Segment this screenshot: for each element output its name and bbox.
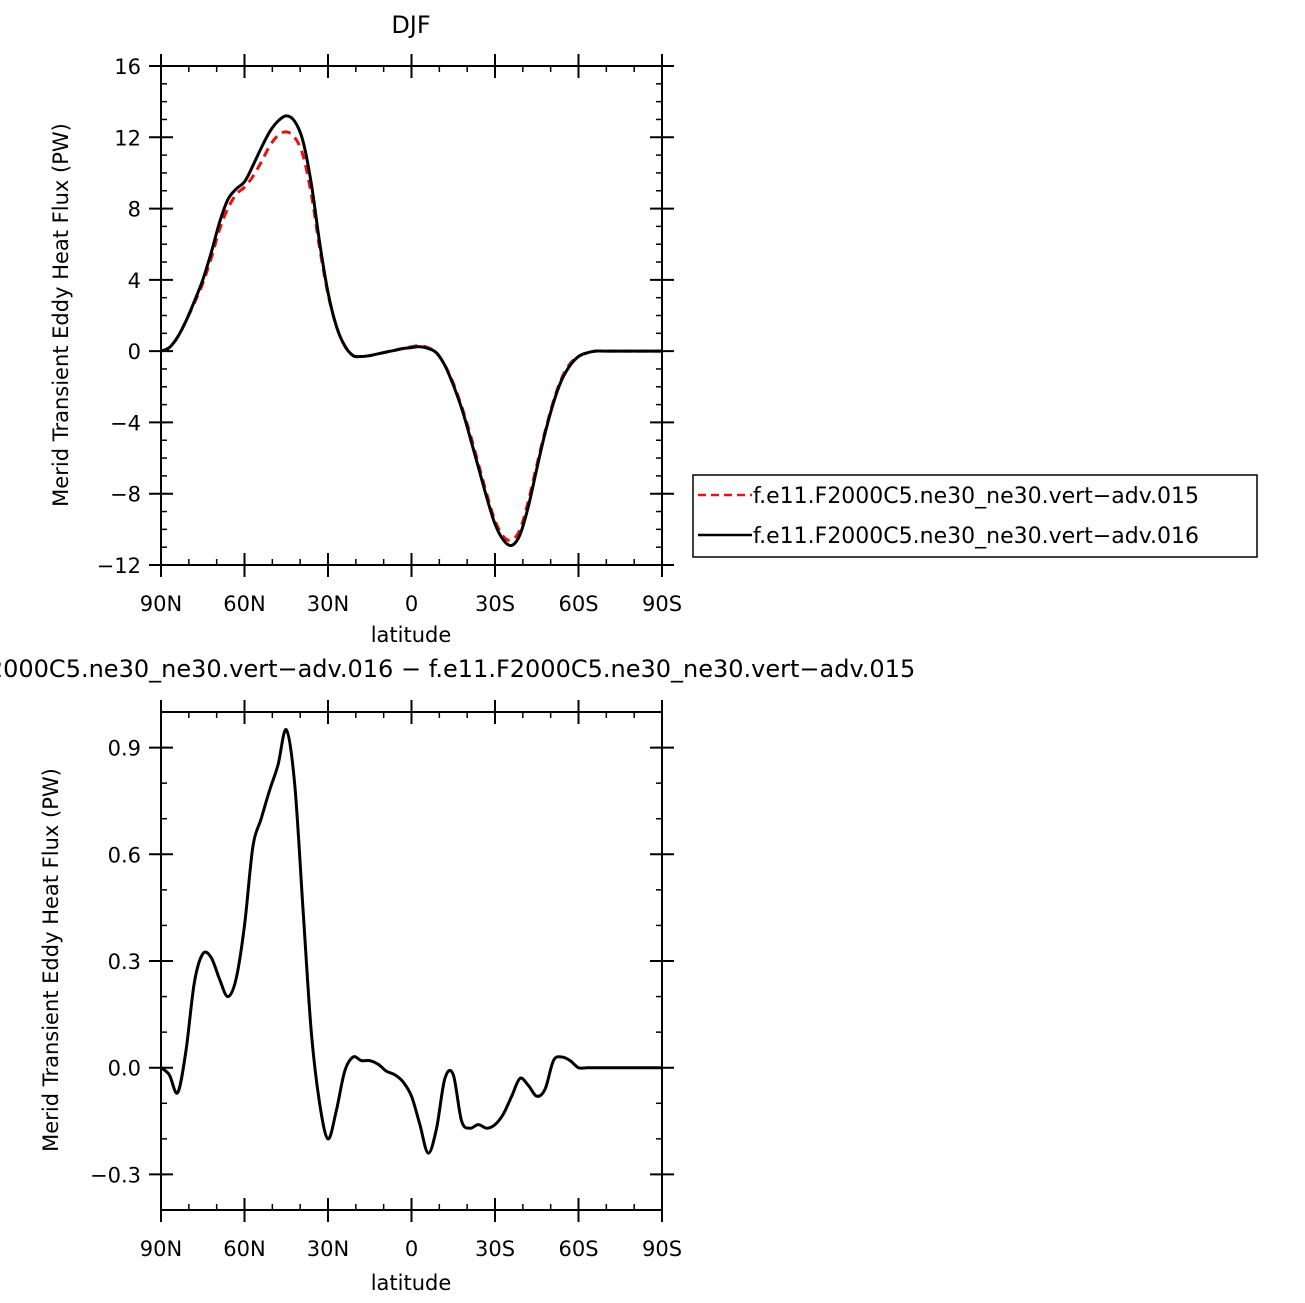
series-line-1: [160, 114, 662, 548]
bottom-panel: f.e11.F2000C5.ne30_ne30.vert−adv.016 − f…: [0, 655, 915, 1295]
x-tick-label: 0: [405, 592, 418, 616]
y-tick-label: 4: [128, 269, 141, 293]
plot-frame: [160, 711, 663, 1211]
x-axis-label: latitude: [371, 1271, 452, 1295]
x-tick-label: 30N: [307, 1237, 349, 1261]
y-tick-label: −4: [110, 411, 141, 435]
x-tick-label: 60S: [558, 592, 598, 616]
y-tick-label: −8: [110, 483, 141, 507]
y-tick-label: −12: [97, 554, 141, 578]
difference-title: f.e11.F2000C5.ne30_ne30.vert−adv.016 − f…: [0, 655, 915, 683]
plot-frame: [160, 65, 663, 566]
x-tick-label: 30S: [475, 592, 515, 616]
y-tick-label: 0: [128, 340, 141, 364]
series-group: [160, 114, 662, 548]
legend-label-016: f.e11.F2000C5.ne30_ne30.vert−adv.016: [753, 524, 1199, 549]
y-tick-label: −0.3: [90, 1163, 141, 1187]
x-tick-label: 60N: [223, 1237, 265, 1261]
y-tick-label: 0.6: [108, 843, 141, 867]
x-tick-label: 30N: [307, 592, 349, 616]
y-tick-label: 0.9: [108, 737, 141, 761]
y-tick-label: 8: [128, 198, 141, 222]
y-tick-label: 12: [114, 126, 141, 150]
x-tick-label: 90N: [140, 592, 182, 616]
x-tick-label: 0: [405, 1237, 418, 1261]
top-panel: DJF 16 12 8 4 0 −4 −8 −12 90N 60N 30N 0 30S 60S 90S la…: [49, 11, 1258, 647]
x-tick-label: 60S: [558, 1237, 598, 1261]
axis-ticks: 16 12 8 4 0 −4 −8 −12 90N 60N 30N 0 30S 60S 90S: [97, 54, 682, 616]
series-group: [160, 728, 662, 1155]
legend-box: [692, 474, 1258, 558]
x-tick-label: 30S: [475, 1237, 515, 1261]
x-tick-label: 90N: [140, 1237, 182, 1261]
axis-ticks: 0.9 0.6 0.3 0.0 −0.3 90N 60N 30N 0 30S 60S 90S: [90, 700, 682, 1261]
legend: f.e11.F2000C5.ne30_ne30.vert−adv.015 f.e…: [692, 474, 1258, 558]
legend-label-015: f.e11.F2000C5.ne30_ne30.vert−adv.015: [753, 484, 1199, 509]
series-line-0: [160, 728, 662, 1155]
x-tick-label: 90S: [642, 1237, 682, 1261]
x-tick-label: 60N: [223, 592, 265, 616]
y-axis-label: Merid Transient Eddy Heat Flux (PW): [39, 768, 63, 1152]
y-axis-label: Merid Transient Eddy Heat Flux (PW): [49, 123, 73, 507]
x-tick-label: 90S: [642, 592, 682, 616]
y-tick-label: 0.3: [108, 950, 141, 974]
y-tick-label: 16: [114, 55, 141, 79]
x-axis-label: latitude: [371, 623, 452, 647]
chart-title: DJF: [391, 11, 430, 39]
y-tick-label: 0.0: [108, 1057, 141, 1081]
series-line-0: [160, 130, 662, 542]
